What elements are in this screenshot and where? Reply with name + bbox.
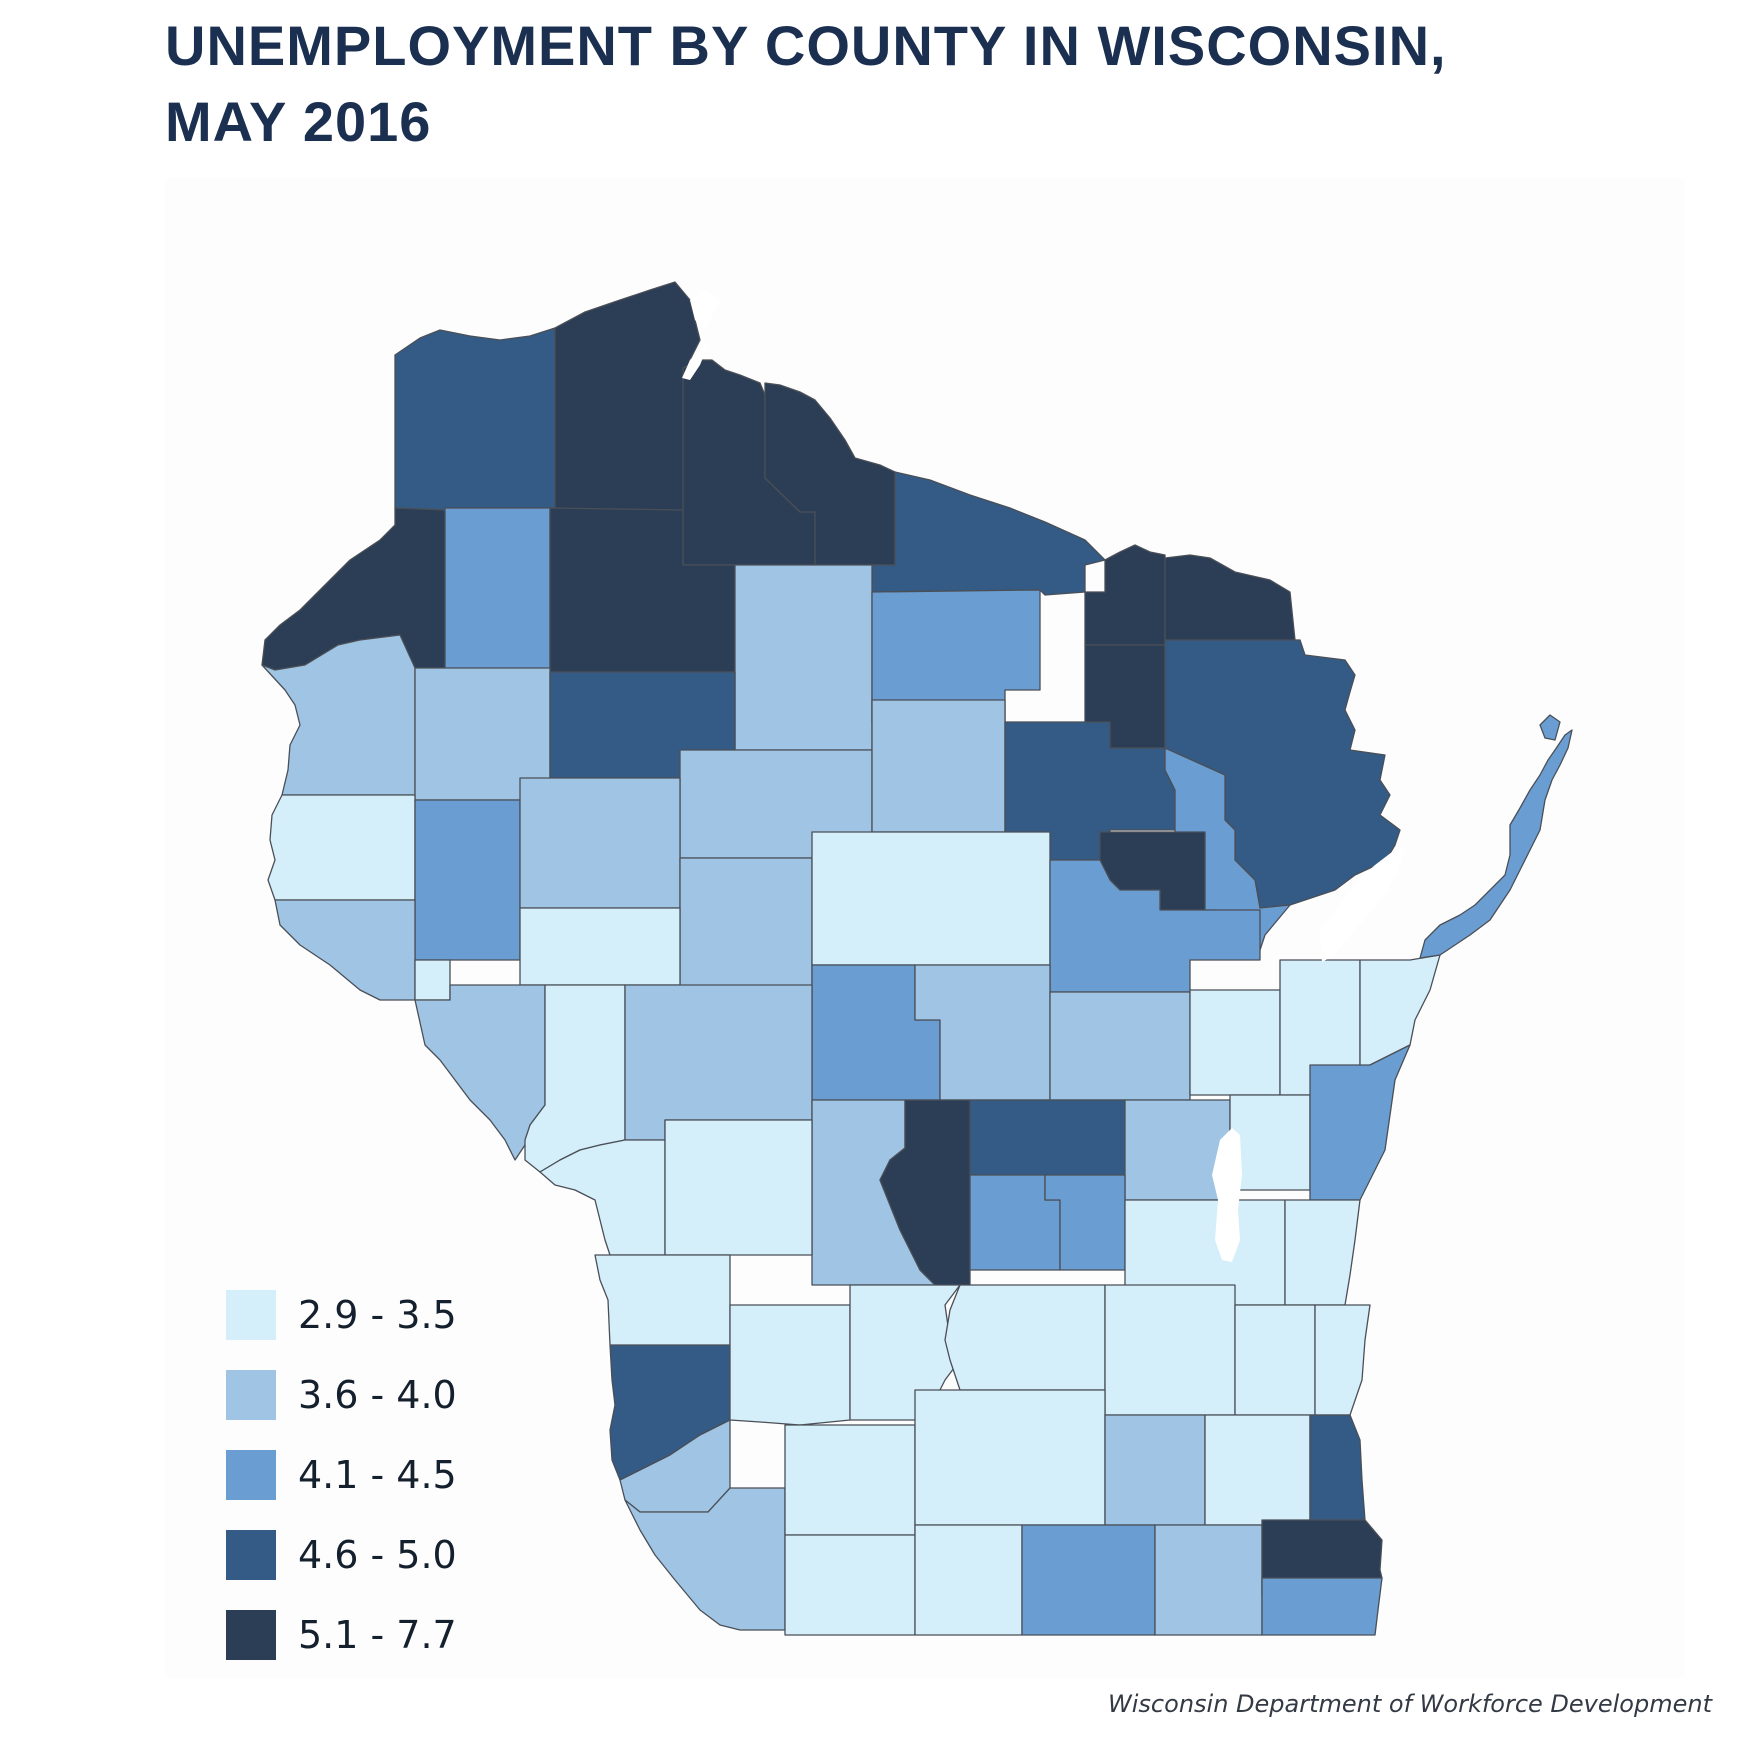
legend-item: 3.6 - 4.0: [226, 1370, 526, 1420]
source-credit: Wisconsin Department of Workforce Develo…: [1108, 1690, 1712, 1718]
legend-item: 5.1 - 7.7: [226, 1610, 526, 1660]
county-kenosha: [1261, 1577, 1383, 1636]
legend-item: 2.9 - 3.5: [226, 1290, 526, 1340]
county-dane: [914, 1389, 1106, 1526]
county-green: [1021, 1524, 1156, 1636]
county-grant: [624, 1487, 786, 1631]
chequamegon-bay: [682, 340, 710, 380]
legend-swatch: [226, 1450, 276, 1500]
county-dodge: [944, 1284, 1106, 1391]
county-jefferson: [1104, 1414, 1206, 1526]
county-rock: [1154, 1524, 1263, 1636]
county-calumet: [1229, 1094, 1311, 1191]
legend-label: 4.1 - 4.5: [298, 1453, 457, 1497]
county-pepin: [414, 959, 451, 1001]
legend-item: 4.1 - 4.5: [226, 1450, 526, 1500]
county-manitowoc: [1309, 1044, 1411, 1201]
legend-label: 4.6 - 5.0: [298, 1533, 457, 1577]
county-jackson: [624, 984, 813, 1141]
county-milwaukee: [1309, 1414, 1366, 1521]
legend-swatch: [226, 1610, 276, 1660]
county-door-tip: [1539, 714, 1561, 741]
map-title: UNEMPLOYMENT BY COUNTY IN WISCONSIN, MAY…: [165, 8, 1565, 160]
county-waukesha: [1204, 1414, 1311, 1526]
county-outagamie: [1189, 989, 1281, 1096]
county-iron: [764, 382, 896, 566]
legend-swatch: [226, 1290, 276, 1340]
county-lincoln: [871, 699, 1006, 833]
legend-item: 4.6 - 5.0: [226, 1530, 526, 1580]
county-vernon-main: [594, 1254, 731, 1346]
county-iowa: [784, 1534, 916, 1636]
county-lafayette: [914, 1524, 1023, 1636]
county-door: [1419, 729, 1573, 959]
county-sauk: [729, 1304, 851, 1426]
county-washburn: [444, 507, 551, 671]
map-legend: 2.9 - 3.5 3.6 - 4.0 4.1 - 4.5 4.6 - 5.0 …: [226, 1290, 526, 1690]
county-ozaukee: [1314, 1304, 1371, 1416]
county-st-croix: [267, 794, 416, 901]
county-sheboygan: [1284, 1199, 1361, 1306]
county-waushara: [969, 1099, 1126, 1176]
county-price: [734, 564, 873, 751]
legend-label: 5.1 - 7.7: [298, 1613, 457, 1657]
green-bay-water: [1320, 848, 1405, 962]
lake-winnebago: [1212, 1128, 1242, 1262]
county-winnebago: [1124, 1099, 1231, 1201]
county-richland: [784, 1424, 916, 1536]
county-columbia: [849, 1284, 961, 1421]
county-eau-claire: [519, 907, 681, 986]
legend-label: 3.6 - 4.0: [298, 1373, 457, 1417]
map-title-line-2: MAY 2016: [165, 90, 432, 153]
county-green-lake: [1044, 1174, 1126, 1271]
county-dunn: [414, 799, 521, 961]
county-vilas: [871, 471, 1106, 596]
county-buffalo: [414, 984, 546, 1161]
county-monroe: [664, 1119, 813, 1256]
county-pierce: [274, 899, 416, 1001]
county-waupaca: [1049, 991, 1191, 1101]
legend-swatch: [226, 1370, 276, 1420]
map-title-line-1: UNEMPLOYMENT BY COUNTY IN WISCONSIN,: [165, 14, 1447, 77]
county-marathon: [811, 831, 1051, 966]
county-washington: [1234, 1304, 1316, 1416]
county-douglas: [394, 327, 556, 511]
county-chippewa: [519, 777, 681, 909]
county-dodge-east: [1104, 1284, 1236, 1416]
county-bayfield: [554, 281, 701, 513]
apostle-islands-gap: [690, 290, 720, 330]
legend-label: 2.9 - 3.5: [298, 1293, 457, 1337]
legend-swatch: [226, 1530, 276, 1580]
